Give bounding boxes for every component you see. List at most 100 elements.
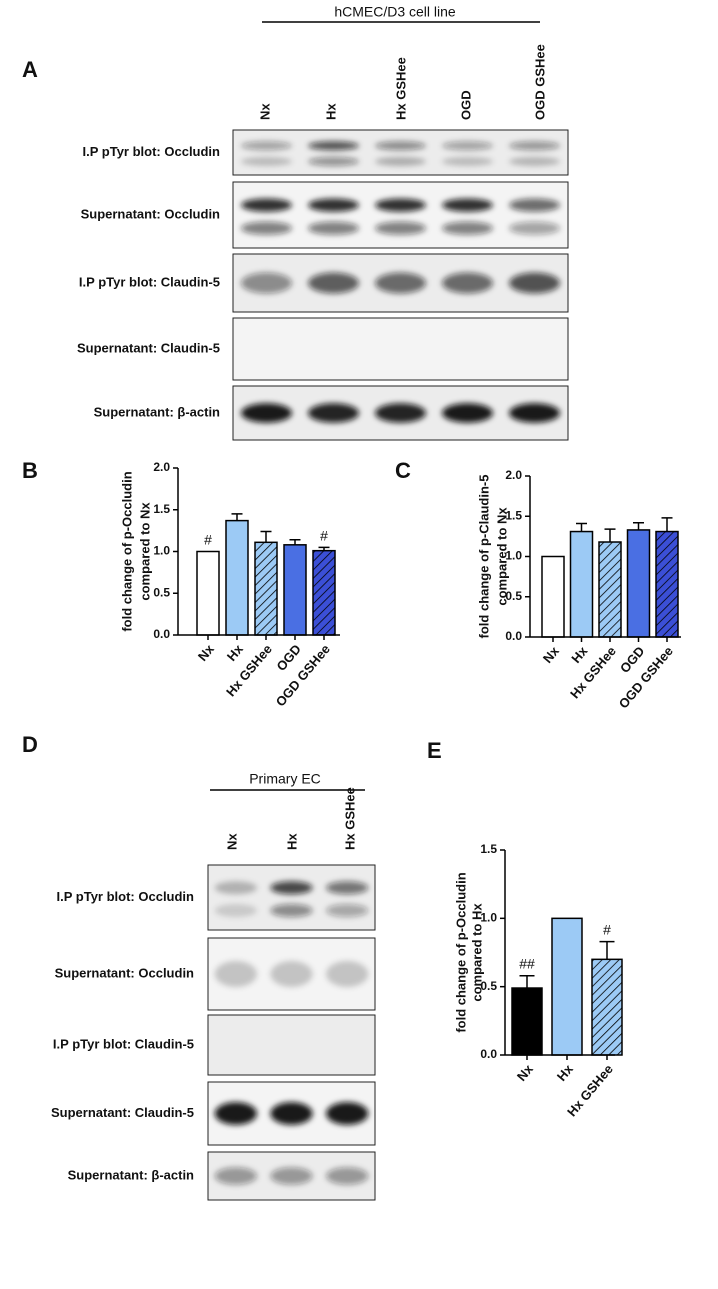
blot-label: I.P pTyr blot: Occludin xyxy=(83,144,221,159)
lane-label: OGD xyxy=(458,90,473,120)
y-tick-label: 1.0 xyxy=(505,549,522,563)
blot-band xyxy=(509,141,560,151)
lane-label: Hx xyxy=(284,833,299,850)
blot-band xyxy=(375,157,426,166)
y-axis-label: compared to Hx xyxy=(469,903,484,1002)
error-bar xyxy=(231,513,243,521)
bar xyxy=(196,550,220,636)
bar xyxy=(283,544,307,636)
blot-band xyxy=(241,157,292,166)
y-tick-label: 1.0 xyxy=(480,911,497,925)
blot-label: Supernatant: β-actin xyxy=(68,1167,194,1182)
x-tick-label: Nx xyxy=(514,1061,537,1084)
y-tick-label: 0.0 xyxy=(153,627,170,641)
y-tick-label: 0.0 xyxy=(480,1047,497,1061)
x-tick-label: Hx xyxy=(554,1061,577,1084)
error-bar xyxy=(604,528,616,543)
blot-label: Supernatant: Occludin xyxy=(81,206,220,221)
panel-letter: D xyxy=(22,732,38,757)
blot-band xyxy=(270,961,313,987)
y-tick-label: 0.0 xyxy=(505,629,522,643)
blot-label: I.P pTyr blot: Claudin-5 xyxy=(53,1036,194,1051)
bar xyxy=(254,541,278,636)
blot-band xyxy=(375,198,426,212)
blot-band xyxy=(241,141,292,151)
blot xyxy=(232,317,569,381)
blot-band xyxy=(375,141,426,151)
x-tick-label: Nx xyxy=(540,643,563,666)
blot-band xyxy=(270,881,313,895)
y-tick-label: 2.0 xyxy=(505,468,522,482)
lane-label: OGD GSHee xyxy=(532,44,547,120)
lane-label: Nx xyxy=(224,833,239,850)
blot-label: Supernatant: β-actin xyxy=(94,404,220,419)
bar xyxy=(591,958,623,1056)
blot-band xyxy=(442,403,493,423)
blot-band xyxy=(375,221,426,235)
lane-label: Nx xyxy=(257,103,272,120)
blot-band xyxy=(442,198,493,212)
y-axis-label: compared to Nx xyxy=(137,502,152,601)
blot-band xyxy=(375,403,426,423)
y-tick-label: 0.5 xyxy=(153,585,170,599)
error-bar xyxy=(599,940,615,960)
y-axis-label: compared to Nx xyxy=(494,507,509,606)
y-tick-label: 0.5 xyxy=(505,589,522,603)
panel-letter: B xyxy=(22,458,38,483)
blot xyxy=(232,181,569,249)
error-bar xyxy=(289,539,301,545)
blot-band xyxy=(442,141,493,151)
y-tick-label: 0.5 xyxy=(480,979,497,993)
annotation: ## xyxy=(519,956,535,972)
blot-band xyxy=(214,1167,257,1185)
bar xyxy=(312,549,336,636)
bar xyxy=(541,555,565,638)
blot-band xyxy=(442,157,493,166)
blot-band xyxy=(326,1167,369,1185)
x-tick-label: Hx xyxy=(568,643,591,666)
blot-label: I.P pTyr blot: Claudin-5 xyxy=(79,274,220,289)
blot-band xyxy=(509,157,560,166)
blot-band xyxy=(442,221,493,235)
bar xyxy=(551,917,583,1056)
blot-band xyxy=(241,198,292,212)
blot xyxy=(207,1014,376,1076)
bar xyxy=(598,541,622,638)
panel-letter: C xyxy=(395,458,411,483)
y-axis-label: fold change of p-Occludin xyxy=(453,872,468,1032)
y-axis-label: fold change of p-Claudin-5 xyxy=(476,475,491,639)
blot-band xyxy=(442,272,493,294)
y-tick-label: 2.0 xyxy=(153,460,170,474)
error-bar xyxy=(633,521,644,530)
blot-band xyxy=(509,198,560,212)
cell-line-title: Primary EC xyxy=(249,771,321,787)
bar xyxy=(626,529,651,638)
error-bar xyxy=(576,522,587,532)
blot-band xyxy=(214,1102,257,1125)
blot-band xyxy=(214,961,257,987)
blot-band xyxy=(308,272,359,294)
blot-band xyxy=(308,157,359,166)
blot-band xyxy=(308,221,359,235)
blot xyxy=(232,129,569,176)
x-tick-label: Hx xyxy=(224,641,247,664)
x-tick-label: Nx xyxy=(195,641,218,664)
bar xyxy=(655,530,679,638)
blot-label: Supernatant: Claudin-5 xyxy=(51,1105,194,1120)
panel-letter: A xyxy=(22,57,38,82)
error-bar xyxy=(318,546,330,551)
blot-band xyxy=(214,904,257,917)
blot-band xyxy=(308,198,359,212)
y-tick-label: 1.5 xyxy=(505,508,522,522)
lane-label: Hx GSHee xyxy=(342,787,357,850)
blot-band xyxy=(326,881,369,895)
y-tick-label: 1.0 xyxy=(153,544,170,558)
blot-band xyxy=(241,272,292,294)
cell-line-title: hCMEC/D3 cell line xyxy=(334,4,456,20)
lane-label: Hx xyxy=(323,103,338,120)
blot-band xyxy=(308,141,359,151)
bar xyxy=(225,519,249,636)
blot-band xyxy=(270,904,313,917)
blot-label: Supernatant: Occludin xyxy=(55,965,194,980)
blot-label: Supernatant: Claudin-5 xyxy=(77,340,220,355)
